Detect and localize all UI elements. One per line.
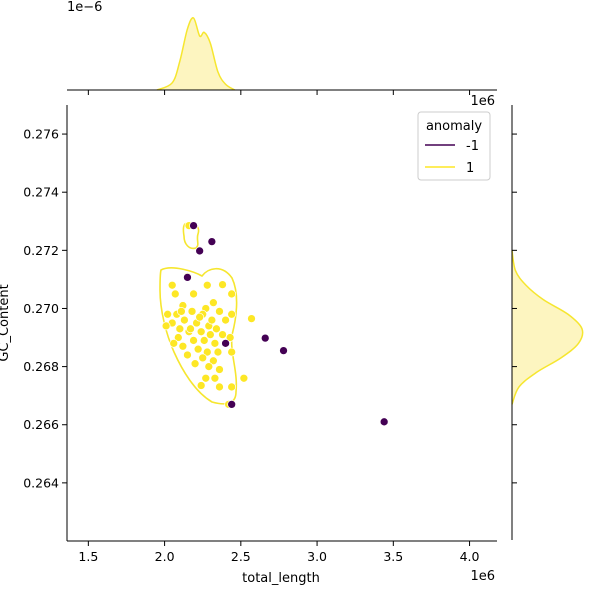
normal-point — [227, 347, 237, 357]
normal-point — [239, 373, 249, 383]
top-marginal-offset-label: 1e−6 — [67, 0, 102, 15]
normal-point — [187, 307, 197, 316]
normal-point — [204, 362, 214, 371]
anomaly-point — [195, 246, 205, 256]
right-kde-line — [511, 250, 584, 405]
normal-point — [173, 333, 183, 342]
normal-point — [163, 309, 172, 319]
normal-point — [218, 280, 227, 289]
x-tick-label: 2.5 — [231, 549, 251, 564]
normal-point — [196, 381, 206, 390]
x-tick-label: 2.0 — [155, 549, 175, 564]
kde-contours — [159, 221, 238, 405]
normal-point — [205, 330, 215, 339]
normal-point — [227, 382, 237, 392]
normal-point — [202, 280, 212, 290]
normal-point — [189, 336, 198, 345]
normal-point — [212, 324, 221, 334]
normal-point — [209, 356, 218, 366]
y-offset-label: 1e6 — [470, 94, 495, 109]
normal-point — [215, 365, 224, 374]
kde-contour-upper — [182, 221, 200, 250]
legend-box — [417, 111, 491, 181]
normal-point — [195, 312, 205, 322]
anomaly-point — [379, 417, 389, 427]
x-tick-label: 1.5 — [78, 549, 98, 564]
y-tick-label: 0.270 — [23, 301, 59, 316]
y-axis-label: GC_Content — [0, 284, 12, 361]
normal-point — [161, 321, 171, 331]
anomaly-point — [227, 400, 237, 409]
normal-point — [225, 333, 235, 342]
normal-point — [207, 315, 217, 325]
normal-point — [202, 347, 212, 357]
right-kde-fill — [512, 250, 583, 405]
normal-point — [210, 338, 220, 348]
normal-point — [170, 289, 180, 299]
normal-point — [180, 315, 189, 325]
x-tick-label: 3.5 — [383, 549, 403, 564]
anomaly-point — [260, 333, 270, 343]
top-marginal-kde: 1e−6 — [67, 0, 497, 95]
anomaly-point — [221, 338, 230, 348]
y-tick-label: 0.266 — [23, 417, 59, 432]
normal-point — [177, 307, 186, 316]
y-tick-label: 0.274 — [23, 185, 59, 200]
anomaly-point — [279, 346, 288, 355]
normal-point — [198, 353, 208, 363]
scatter-points — [161, 221, 389, 427]
anomaly-point — [183, 273, 192, 282]
y-tick-label: 0.276 — [23, 127, 59, 142]
top-kde-line — [156, 17, 236, 91]
legend: anomaly -1 1 — [417, 111, 491, 181]
kde-contour-outer — [159, 267, 238, 405]
normal-point — [201, 373, 211, 383]
normal-point — [227, 289, 237, 299]
normal-point — [183, 350, 192, 360]
normal-point — [210, 373, 220, 383]
normal-point — [227, 309, 237, 319]
normal-point — [196, 327, 206, 337]
anomaly-point — [207, 237, 217, 246]
legend-title: anomaly — [426, 119, 482, 134]
y-tick-label: 0.272 — [23, 243, 59, 258]
x-tick-label: 4.0 — [460, 549, 480, 564]
normal-point — [247, 314, 256, 323]
normal-point — [190, 359, 200, 369]
normal-point — [193, 344, 203, 354]
normal-point — [218, 330, 227, 339]
x-axis-label: total_length — [242, 571, 320, 586]
normal-point — [215, 382, 224, 392]
x-tick-label: 3.0 — [307, 549, 327, 564]
normal-point — [175, 324, 185, 334]
anomaly-point — [189, 221, 198, 230]
normal-point — [169, 338, 179, 348]
legend-label-anomaly: -1 — [466, 139, 479, 154]
normal-point — [178, 341, 188, 351]
main-axes: 1.5 2.0 2.5 3.0 3.5 4.0 0.264 0.266 0.268 0.270 0… — [0, 94, 497, 586]
y-tick-label: 0.268 — [23, 359, 59, 374]
normal-point — [209, 298, 218, 308]
normal-point — [221, 315, 230, 325]
normal-point — [189, 289, 198, 299]
x-offset-label: 1e6 — [470, 569, 495, 584]
normal-point — [199, 336, 209, 345]
right-marginal-kde — [511, 105, 584, 540]
normal-point — [167, 280, 177, 290]
top-kde-fill — [156, 17, 235, 91]
y-tick-label: 0.264 — [23, 475, 59, 490]
normal-point — [186, 324, 195, 334]
normal-point — [215, 307, 224, 316]
normal-point — [213, 347, 223, 357]
legend-label-normal: 1 — [466, 161, 474, 176]
